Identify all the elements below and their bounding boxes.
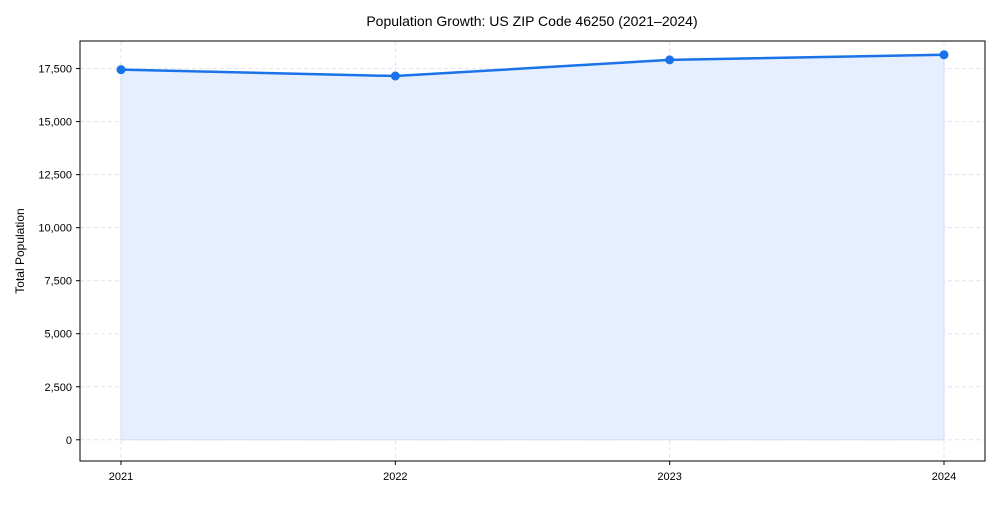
y-tick-label: 0 [66, 435, 72, 447]
x-tick-label: 2021 [109, 471, 133, 483]
plot-frame [79, 40, 986, 462]
data-point [665, 55, 675, 65]
data-point [116, 65, 126, 75]
y-tick-label: 5,000 [44, 329, 72, 341]
area-fill [120, 54, 945, 441]
y-tick-label: 17,500 [38, 64, 72, 76]
y-tick-label: 15,000 [38, 117, 72, 129]
y-axis-label: Total Population [13, 208, 27, 293]
y-tick-label: 10,000 [38, 223, 72, 235]
x-tick-label: 2023 [657, 471, 681, 483]
y-tick-label: 12,500 [38, 170, 72, 182]
series-line [120, 53, 945, 78]
data-point [939, 50, 949, 60]
x-tick-label: 2024 [932, 471, 956, 483]
y-tick-label: 2,500 [44, 382, 72, 394]
chart-title: Population Growth: US ZIP Code 46250 (20… [366, 13, 697, 29]
x-tick-label: 2022 [383, 471, 407, 483]
data-point [390, 71, 400, 81]
y-tick-label: 7,500 [44, 276, 72, 288]
